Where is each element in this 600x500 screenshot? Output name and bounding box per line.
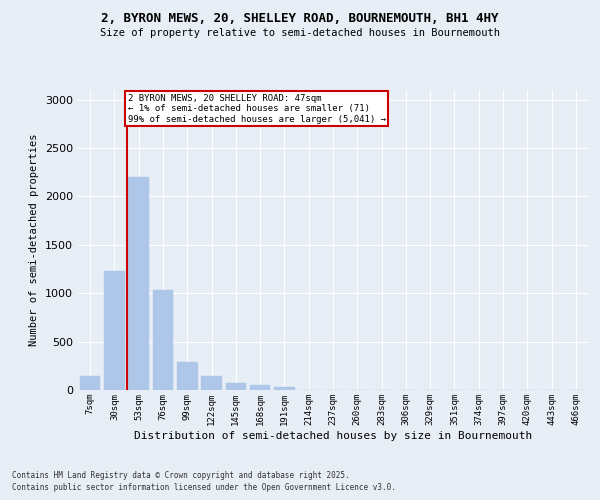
X-axis label: Distribution of semi-detached houses by size in Bournemouth: Distribution of semi-detached houses by …	[134, 430, 532, 440]
Bar	[128, 177, 149, 390]
Bar	[80, 376, 100, 390]
Bar	[250, 384, 271, 390]
Bar	[177, 362, 197, 390]
Text: 2 BYRON MEWS, 20 SHELLEY ROAD: 47sqm
← 1% of semi-detached houses are smaller (7: 2 BYRON MEWS, 20 SHELLEY ROAD: 47sqm ← 1…	[128, 94, 386, 124]
Text: 2, BYRON MEWS, 20, SHELLEY ROAD, BOURNEMOUTH, BH1 4HY: 2, BYRON MEWS, 20, SHELLEY ROAD, BOURNEM…	[101, 12, 499, 26]
Text: Contains public sector information licensed under the Open Government Licence v3: Contains public sector information licen…	[12, 484, 396, 492]
Text: Contains HM Land Registry data © Crown copyright and database right 2025.: Contains HM Land Registry data © Crown c…	[12, 471, 350, 480]
Bar	[274, 387, 295, 390]
Bar	[226, 382, 246, 390]
Y-axis label: Number of semi-detached properties: Number of semi-detached properties	[29, 134, 40, 346]
Bar	[104, 271, 125, 390]
Text: Size of property relative to semi-detached houses in Bournemouth: Size of property relative to semi-detach…	[100, 28, 500, 38]
Bar	[201, 376, 222, 390]
Bar	[152, 290, 173, 390]
